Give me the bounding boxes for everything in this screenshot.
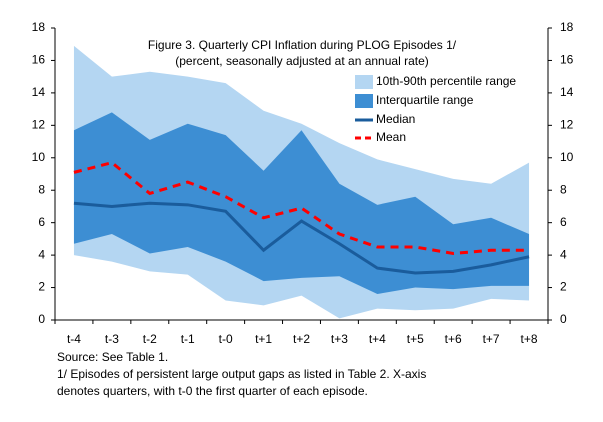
y2-tick-label: 10: [560, 150, 574, 164]
x-tick-label: t-4: [67, 332, 81, 346]
y-tick-label: 8: [38, 182, 45, 196]
x-tick-label: t+6: [445, 332, 462, 346]
series-line: [73, 201, 530, 275]
x-tick-label: t-3: [105, 332, 119, 346]
note: denotes quarters, with t-0 the first qua…: [57, 384, 368, 398]
y2-tick-label: 8: [560, 182, 567, 196]
range-band: [73, 112, 530, 295]
y-tick-label: 18: [32, 20, 46, 34]
y-tick-label: 16: [32, 53, 46, 67]
x-tick-label: t+4: [369, 332, 386, 346]
y-tick-label: 2: [38, 280, 45, 294]
y-tick-label: 10: [32, 150, 46, 164]
legend-swatch: [355, 75, 373, 89]
legend-label: Interquartile range: [376, 93, 474, 107]
x-tick-label: t+8: [521, 332, 538, 346]
y-tick-label: 12: [32, 118, 46, 132]
legend-label: Mean: [376, 130, 406, 144]
y-tick-label: 0: [38, 312, 45, 326]
chart-title: Figure 3. Quarterly CPI Inflation during…: [148, 38, 457, 52]
note: 1/ Episodes of persistent large output g…: [57, 367, 426, 381]
y-tick-label: 6: [38, 215, 45, 229]
y-tick-label: 14: [32, 85, 46, 99]
y2-tick-label: 18: [560, 20, 574, 34]
y2-tick-label: 2: [560, 280, 567, 294]
legend-label: Median: [376, 112, 415, 126]
y-tick-label: 4: [38, 247, 45, 261]
y2-tick-label: 6: [560, 215, 567, 229]
series-line: [73, 161, 530, 255]
x-tick-label: t+1: [255, 332, 272, 346]
y2-tick-label: 12: [560, 118, 574, 132]
y2-tick-label: 0: [560, 312, 567, 326]
x-tick-label: t-1: [181, 332, 195, 346]
x-tick-label: t+7: [483, 332, 500, 346]
chart-subtitle: (percent, seasonally adjusted at an annu…: [175, 54, 429, 68]
x-tick-label: t+3: [331, 332, 348, 346]
legend-label: 10th-90th percentile range: [376, 74, 516, 88]
x-tick-label: t-0: [219, 332, 233, 346]
x-tick-label: t+5: [407, 332, 424, 346]
note: Source: See Table 1.: [57, 350, 168, 364]
y2-tick-label: 16: [560, 53, 574, 67]
y2-tick-label: 4: [560, 247, 567, 261]
x-tick-label: t+2: [293, 332, 310, 346]
legend-swatch: [355, 94, 373, 108]
x-tick-label: t-2: [143, 332, 157, 346]
y2-tick-label: 14: [560, 85, 574, 99]
